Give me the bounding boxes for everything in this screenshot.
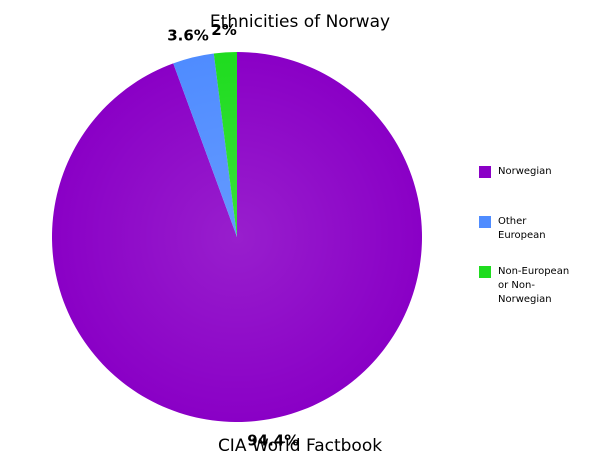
data-label: 2%	[211, 21, 236, 39]
pie-shade	[52, 52, 422, 422]
chart-title: Ethnicities of Norway	[210, 12, 390, 32]
legend-swatch	[479, 266, 491, 278]
data-label: 3.6%	[167, 26, 209, 44]
data-label: 94.4%	[247, 431, 299, 449]
legend-swatch	[479, 166, 491, 178]
chart-subtitle: CIA World Factbook	[218, 436, 382, 456]
legend-label: Non-European or Non-Norwegian	[498, 266, 570, 305]
legend-label: Norwegian	[498, 166, 552, 177]
legend-label: Other European	[498, 216, 546, 241]
legend-swatch	[479, 216, 491, 228]
